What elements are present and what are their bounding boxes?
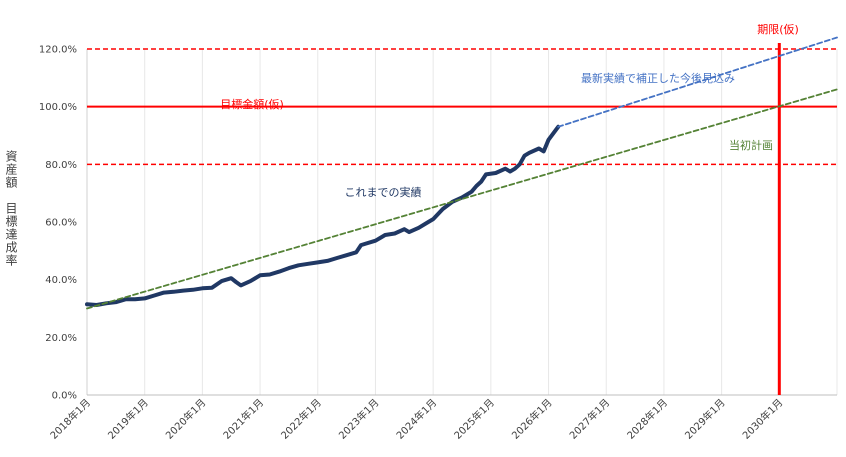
y-tick-label: 80.0%	[45, 160, 77, 171]
series-line-2	[86, 88, 838, 310]
series-line-1	[557, 36, 838, 128]
annotations: 最新実績で補正した今後見込み 当初計画 これまでの実績 目標金額(仮) 期限(仮…	[220, 23, 799, 199]
y-tick-label: 100.0%	[39, 102, 77, 113]
x-tick-label: 2018年1月	[47, 396, 93, 442]
x-tick-label: 2022年1月	[278, 396, 324, 442]
annotation-original-plan: 当初計画	[729, 138, 773, 152]
y-tick-label: 60.0%	[45, 218, 77, 229]
x-tick-label: 2021年1月	[220, 396, 266, 442]
y-tick-label: 120.0%	[39, 45, 77, 56]
reference-lines	[87, 43, 837, 395]
x-tick-label: 2019年1月	[105, 396, 151, 442]
annotation-forecast: 最新実績で補正した今後見込み	[581, 71, 735, 85]
x-tick-label: 2028年1月	[624, 396, 670, 442]
tick-labels: 0.0% 20.0% 40.0% 60.0% 80.0% 100.0% 120.0% 2018…	[39, 45, 786, 442]
x-tick-label: 2020年1月	[163, 396, 209, 442]
annotation-actuals: これまでの実績	[345, 185, 422, 199]
x-tick-label: 2029年1月	[682, 396, 728, 442]
series-line-0	[85, 124, 561, 307]
grid-layer	[86, 49, 838, 396]
annotation-target-amount: 目標金額(仮)	[220, 97, 284, 111]
x-tick-label: 2027年1月	[567, 396, 613, 442]
x-tick-label: 2025年1月	[451, 396, 497, 442]
y-tick-label: 20.0%	[45, 333, 77, 344]
series-layer	[85, 36, 838, 310]
annotation-deadline: 期限(仮)	[757, 23, 799, 36]
x-tick-label: 2026年1月	[509, 396, 555, 442]
y-tick-label: 40.0%	[45, 275, 77, 286]
y-axis-label: 資産額 目標達成率	[4, 150, 18, 267]
x-tick-label: 2030年1月	[740, 396, 786, 442]
x-tick-label: 2023年1月	[336, 396, 382, 442]
y-tick-label: 0.0%	[52, 391, 77, 402]
x-tick-label: 2024年1月	[393, 396, 439, 442]
